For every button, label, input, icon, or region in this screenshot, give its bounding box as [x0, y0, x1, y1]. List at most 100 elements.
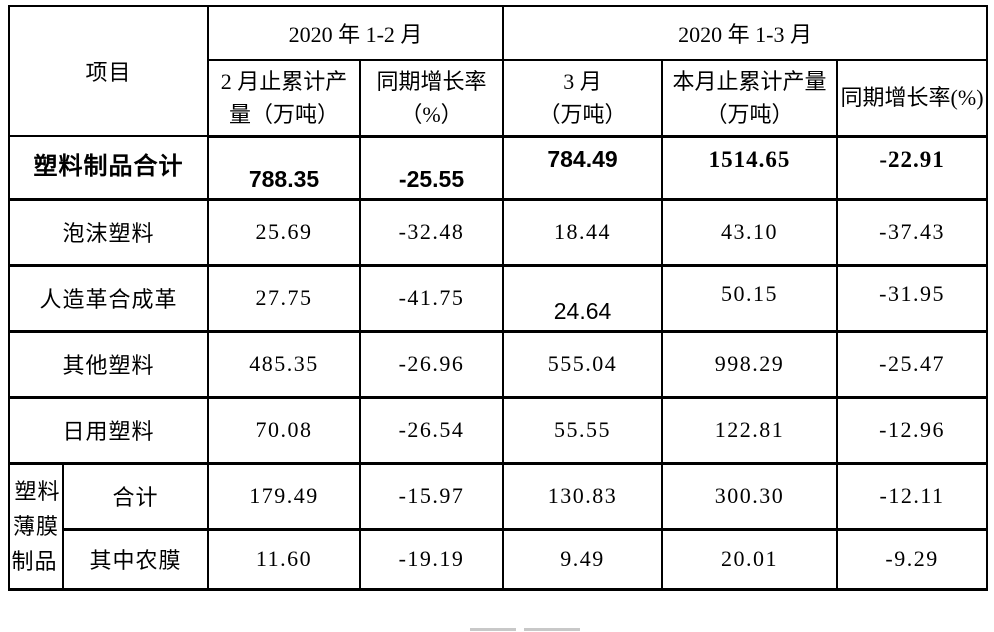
- film-agri-mar-value: 9.49: [560, 546, 605, 571]
- other-mar-value: 555.04: [547, 351, 618, 376]
- other-feb-cum-cell: 485.35: [207, 330, 362, 399]
- foam-feb-growth-value: -32.48: [398, 219, 465, 244]
- daily-feb-cum-cell: 70.08: [207, 396, 362, 465]
- other-mar-cell: 555.04: [502, 330, 664, 399]
- total-mar-cum-cell: 1514.65: [661, 135, 839, 201]
- leather-feb-growth-value: -41.75: [398, 285, 465, 310]
- header-item-label: 项目: [85, 60, 132, 85]
- daily-label: 日用塑料: [62, 419, 155, 444]
- film-total-mar-cum-value: 300.30: [714, 483, 785, 508]
- film-agri-mar-growth-value: -9.29: [885, 546, 939, 571]
- film-agri-mar-cum-value: 20.01: [721, 546, 779, 571]
- table-row-leather: 人造革合成革 27.75 -41.75 24.64 50.15 -31.95: [7, 264, 989, 333]
- total-feb-growth-cell: -25.55: [359, 135, 505, 201]
- daily-feb-cum-value: 70.08: [255, 417, 313, 442]
- film-total-mar-growth-value: -12.11: [879, 483, 945, 508]
- leather-mar-cell: 24.64: [502, 264, 664, 333]
- film-agri-feb-cum-value: 11.60: [255, 546, 313, 571]
- total-mar-cell: 784.49: [502, 135, 664, 201]
- other-feb-growth-value: -26.96: [398, 351, 465, 376]
- other-feb-cum-value: 485.35: [249, 351, 319, 376]
- foam-mar-cum-cell: 43.10: [661, 198, 839, 267]
- film-agri-mar-growth-cell: -9.29: [836, 528, 989, 590]
- film-total-label-cell: 合计: [61, 462, 210, 531]
- leather-feb-cum-cell: 27.75: [207, 264, 362, 333]
- foam-feb-growth-cell: -32.48: [359, 198, 505, 267]
- film-total-feb-growth-value: -15.97: [398, 483, 465, 508]
- daily-label-cell: 日用塑料: [7, 396, 210, 465]
- foam-mar-value: 18.44: [554, 219, 612, 244]
- film-group-label-cell: 塑料薄膜制品: [8, 462, 64, 591]
- other-label-cell: 其他塑料: [7, 330, 210, 399]
- foam-feb-cum-cell: 25.69: [207, 198, 362, 267]
- header-period-mar-label: 2020 年 1-3 月: [678, 22, 812, 47]
- plastic-production-table: 项目 2020 年 1-2 月 2020 年 1-3 月 2 月止累计产 量（万…: [7, 5, 989, 591]
- total-label: 塑料制品合计: [33, 153, 184, 180]
- daily-feb-growth-cell: -26.54: [359, 396, 505, 465]
- leather-label-cell: 人造革合成革: [7, 264, 210, 333]
- film-agri-feb-growth-value: -19.19: [398, 546, 465, 571]
- film-agri-mar-cum-cell: 20.01: [661, 528, 839, 590]
- film-agri-label-cell: 其中农膜: [61, 528, 210, 590]
- foam-feb-cum-value: 25.69: [255, 219, 313, 244]
- leather-mar-cum-value: 50.15: [721, 281, 779, 306]
- cutoff-caption-mark: [470, 628, 516, 631]
- header-mar-cum-cell: 本月止累计产量 （万吨）: [661, 59, 839, 138]
- other-feb-growth-cell: -26.96: [359, 330, 505, 399]
- total-mar-cum-value: 1514.65: [708, 146, 791, 172]
- header-feb-cum-cell: 2 月止累计产 量（万吨）: [207, 59, 362, 138]
- leather-mar-growth-cell: -31.95: [836, 264, 989, 333]
- total-feb-cum-value: 788.35: [248, 166, 320, 192]
- table-row-film-total: 塑料薄膜制品 合计 179.49 -15.97 130.83 300.30 -1…: [8, 462, 989, 591]
- film-total-mar-cum-cell: 300.30: [661, 462, 839, 531]
- film-total-feb-cum-cell: 179.49: [207, 462, 362, 531]
- film-agri-label: 其中农膜: [89, 548, 182, 573]
- film-total-mar-cell: 130.83: [502, 462, 664, 531]
- table-row-total: 塑料制品合计 788.35 -25.55 784.49 1514.65 -22.…: [7, 135, 989, 201]
- daily-mar-growth-cell: -12.96: [836, 396, 989, 465]
- foam-mar-cum-value: 43.10: [721, 219, 779, 244]
- leather-mar-cum-cell: 50.15: [661, 264, 839, 333]
- leather-mar-growth-value: -31.95: [879, 281, 945, 306]
- header-mar-growth-cell: 同期增长率(%): [836, 59, 989, 138]
- production-table-container: 项目 2020 年 1-2 月 2020 年 1-3 月 2 月止累计产 量（万…: [7, 5, 989, 591]
- header-item-cell: 项目: [7, 5, 210, 137]
- header-feb-growth-cell: 同期增长率 （%）: [359, 59, 505, 138]
- table-row-film-agri: 其中农膜 11.60 -19.19 9.49 20.01 -9.29: [9, 528, 989, 590]
- leather-label: 人造革合成革: [39, 287, 178, 312]
- cutoff-caption-mark: [524, 628, 580, 631]
- table-row-other: 其他塑料 485.35 -26.96 555.04 998.29 -25.47: [7, 330, 989, 399]
- film-total-mar-growth-cell: -12.11: [836, 462, 989, 531]
- leather-feb-cum-value: 27.75: [255, 285, 313, 310]
- header-period-feb-cell: 2020 年 1-2 月: [207, 5, 505, 61]
- total-feb-growth-value: -25.55: [398, 166, 465, 192]
- foam-mar-growth-value: -37.43: [879, 219, 945, 244]
- daily-mar-value: 55.55: [554, 417, 612, 442]
- table-row-foam: 泡沫塑料 25.69 -32.48 18.44 43.10 -37.43: [7, 198, 989, 267]
- total-mar-growth-cell: -22.91: [836, 135, 989, 201]
- total-feb-cum-cell: 788.35: [207, 135, 362, 201]
- foam-mar-growth-cell: -37.43: [836, 198, 989, 267]
- header-period-feb-label: 2020 年 1-2 月: [288, 22, 423, 47]
- film-agri-feb-cum-cell: 11.60: [207, 528, 362, 590]
- daily-mar-growth-value: -12.96: [879, 417, 945, 442]
- other-mar-cum-cell: 998.29: [661, 330, 839, 399]
- other-mar-growth-value: -25.47: [879, 351, 945, 376]
- film-total-label: 合计: [112, 485, 159, 510]
- total-mar-growth-value: -22.91: [879, 146, 945, 172]
- leather-feb-growth-cell: -41.75: [359, 264, 505, 333]
- other-mar-cum-value: 998.29: [714, 351, 785, 376]
- daily-feb-growth-value: -26.54: [398, 417, 465, 442]
- other-mar-growth-cell: -25.47: [836, 330, 989, 399]
- film-total-feb-cum-value: 179.49: [249, 483, 319, 508]
- film-total-feb-growth-cell: -15.97: [359, 462, 505, 531]
- film-agri-feb-growth-cell: -19.19: [359, 528, 505, 590]
- total-mar-value: 784.49: [547, 146, 618, 172]
- leather-mar-value: 24.64: [553, 297, 612, 324]
- header-period-mar-cell: 2020 年 1-3 月: [502, 5, 989, 61]
- film-group-label: 塑料薄膜制品: [11, 478, 61, 574]
- daily-mar-cum-cell: 122.81: [661, 396, 839, 465]
- other-label: 其他塑料: [62, 353, 155, 378]
- film-agri-mar-cell: 9.49: [502, 528, 664, 590]
